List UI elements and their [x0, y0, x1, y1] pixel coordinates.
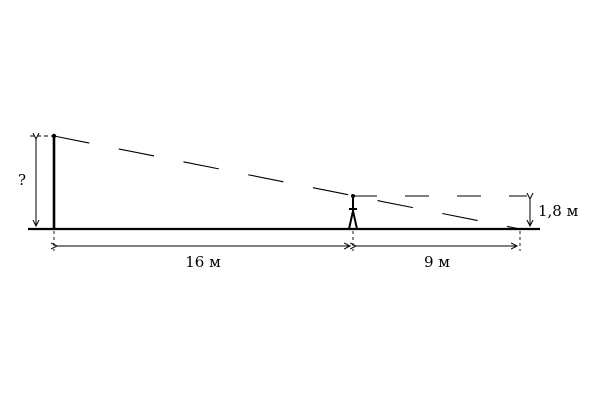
left-distance-label: 16 м [185, 253, 221, 271]
light-ray-top [53, 135, 521, 230]
person-height-label: 1,8 м [538, 202, 579, 220]
right-distance-label: 9 м [424, 253, 450, 271]
unknown-height-label: ? [18, 171, 26, 189]
person-figure [348, 194, 358, 230]
